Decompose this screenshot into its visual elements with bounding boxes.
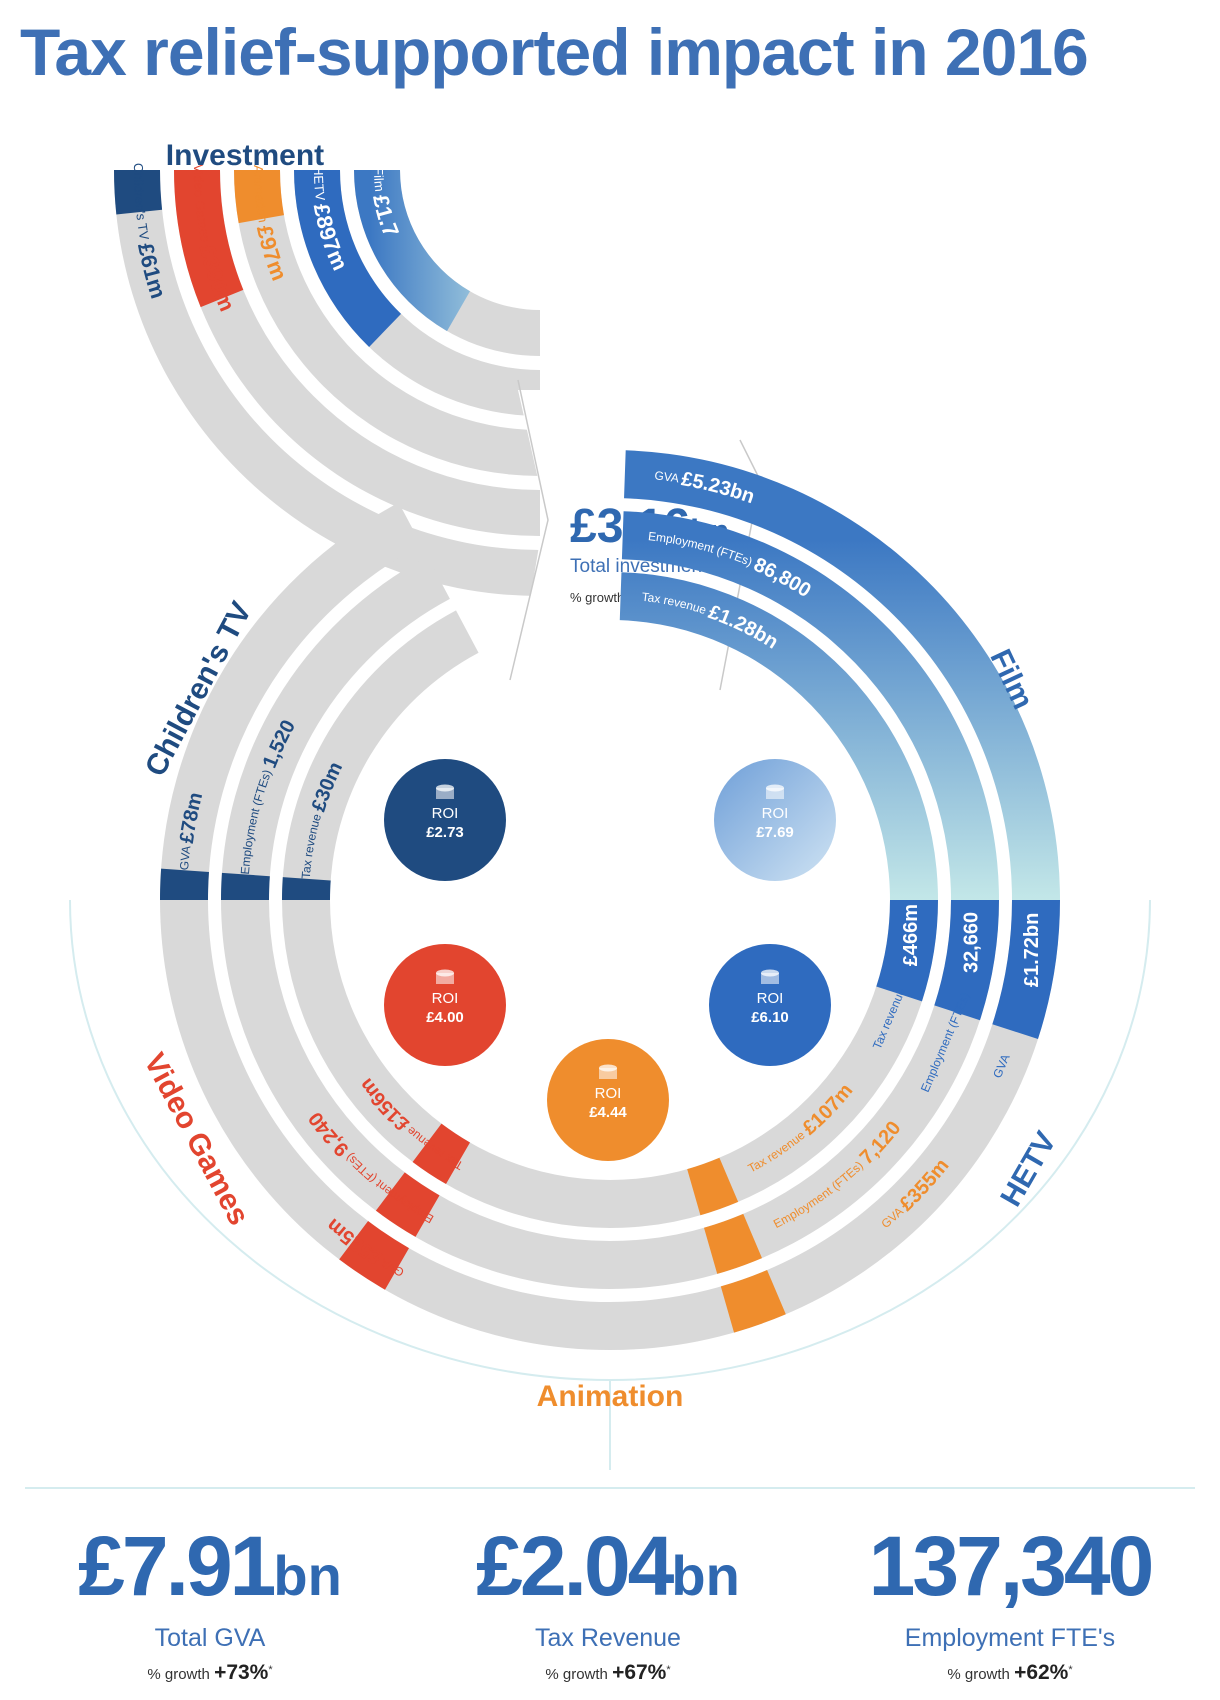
roi-circle-hetv [709, 944, 831, 1066]
roi-value-hetv: £6.10 [751, 1009, 789, 1026]
investment-band-film-fill [354, 170, 470, 332]
employment-ftes-value: 137,340 [868, 1519, 1155, 1613]
roi-label-hetv: ROI [757, 990, 784, 1007]
coin-stack-body-animation [599, 1068, 617, 1079]
hetv-ring-tax-revenue-block [876, 900, 938, 1002]
roi-label-film: ROI [762, 805, 789, 822]
totals-section: £7.91bn Total GVA % growth +73%* £2.04bn… [0, 1520, 1220, 1700]
hetv-ring-employment-block [934, 900, 999, 1021]
total-gva-growth-label: % growth [147, 1666, 210, 1683]
tax-revenue-growth-label: % growth [545, 1666, 608, 1683]
employment-ftes: 137,340 Employment FTE's % growth +62%* [810, 1520, 1210, 1685]
total-investment-growth-label: % growth [570, 590, 628, 605]
coin-stack-body-hetv [761, 973, 779, 984]
film-ring-employment [621, 511, 999, 900]
childrens-tv-ring-gva-track [160, 502, 422, 900]
tax-revenue-value: £2.04 [476, 1519, 674, 1613]
total-gva-growth: +73% [214, 1661, 269, 1684]
sector-name-animation: Animation [537, 1380, 684, 1413]
employment-ftes-growth-label: % growth [947, 1666, 1010, 1683]
hetv-metric-value-employment: 32,660 [961, 912, 983, 973]
roi-value-film: £7.69 [756, 824, 794, 841]
hetv-metric-value-tax-revenue: £466m [900, 904, 922, 966]
roi-value-video-games: £4.00 [426, 1009, 464, 1026]
roi-value-animation: £4.44 [589, 1104, 627, 1121]
childrens-tv-ring-gva-block [160, 868, 209, 900]
coin-stack-body-childrens-tv [436, 788, 454, 799]
roi-label-video-games: ROI [432, 990, 459, 1007]
hetv-metric-value-gva: £1.72bn [1021, 913, 1043, 987]
tax-revenue-unit: bn [671, 1544, 740, 1607]
investment-band-childrens-tv-fill [114, 170, 163, 215]
roi-label-childrens-tv: ROI [432, 805, 459, 822]
hetv-ring-gva-block [992, 900, 1060, 1040]
tax-revenue: £2.04bn Tax Revenue % growth +67%* [408, 1520, 808, 1685]
childrens-tv-ring-tax-revenue-block [282, 877, 331, 900]
video-games-ring-employment-block [375, 1172, 440, 1237]
childrens-tv-metric-gva-part-0: GVA [177, 842, 194, 871]
roi-circle-animation [547, 1039, 669, 1161]
employment-ftes-growth: +62% [1014, 1661, 1069, 1684]
employment-ftes-label: Employment FTE's [904, 1624, 1116, 1652]
animation-ring-employment-block [703, 1213, 762, 1274]
center-fold-left [509, 379, 549, 681]
film-metric-gva-part-0: GVA [654, 469, 683, 487]
total-gva-mark: * [268, 1664, 273, 1676]
roi-label-animation: ROI [595, 1085, 622, 1102]
coin-stack-body-film [766, 788, 784, 799]
investment-band-animation-fill [234, 170, 284, 224]
childrens-tv-ring-employment-block [221, 872, 270, 900]
animation-ring-gva-block [720, 1270, 786, 1333]
tax-revenue-growth: +67% [612, 1661, 667, 1684]
investment-band-video-games-fill [174, 170, 244, 308]
childrens-tv-ring-tax-revenue-track [282, 610, 479, 900]
investment-label-hetv-part-0: HETV [311, 166, 329, 205]
roi-circle-film [714, 759, 836, 881]
film-ring-gva [624, 450, 1060, 900]
employment-ftes-mark: * [1068, 1664, 1073, 1676]
animation-ring-tax-revenue-block [687, 1157, 739, 1216]
total-gva-unit: bn [273, 1544, 342, 1607]
total-gva: £7.91bn Total GVA % growth +73%* [10, 1520, 410, 1685]
investment-band-video-games-track [174, 170, 540, 536]
roi-value-childrens-tv: £2.73 [426, 824, 464, 841]
coin-stack-body-video-games [436, 973, 454, 984]
total-gva-label: Total GVA [154, 1624, 266, 1652]
childrens-tv-ring-employment-track [221, 556, 450, 900]
investment-band-hetv-fill [294, 170, 402, 347]
investment-label-film-part-0: Film [371, 167, 388, 196]
tax-revenue-mark: * [666, 1664, 671, 1676]
total-gva-value: £7.91 [78, 1519, 276, 1613]
page-title: Tax relief-supported impact in 2016 [20, 15, 1089, 89]
investment-heading: Investment [166, 139, 324, 172]
roi-circle-video-games [384, 944, 506, 1066]
sector-name-hetv: HETV [994, 1126, 1063, 1212]
tax-revenue-label: Tax Revenue [535, 1624, 681, 1652]
film-ring-tax-revenue [619, 572, 938, 900]
video-games-ring-gva-block [339, 1221, 409, 1290]
video-games-ring-tax-revenue-block [412, 1123, 470, 1185]
roi-circle-childrens-tv [384, 759, 506, 881]
investment-band-childrens-tv-track [114, 170, 540, 596]
